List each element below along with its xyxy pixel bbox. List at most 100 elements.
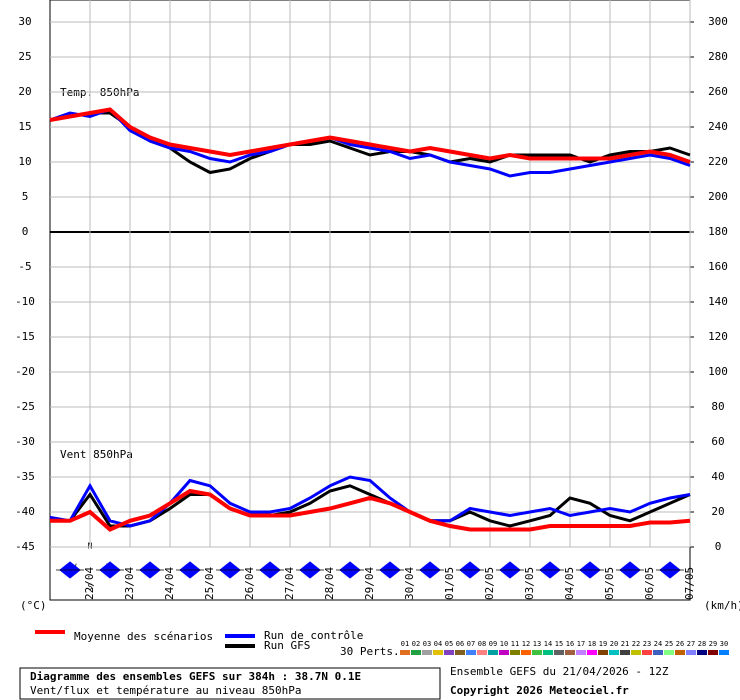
perturbation-swatch	[400, 650, 410, 655]
x-tick-label: 29/04	[363, 567, 376, 600]
perturbation-swatch	[664, 650, 674, 655]
perturbation-label: 04	[434, 640, 442, 648]
perturbation-swatch	[686, 650, 696, 655]
run-info: Ensemble GEFS du 21/04/2026 - 12Z	[450, 665, 669, 678]
perturbation-swatch	[521, 650, 531, 655]
perturbation-label: 08	[478, 640, 486, 648]
y2-tick-label: 0	[715, 540, 722, 553]
perturbation-swatch	[609, 650, 619, 655]
perturbation-label: 18	[588, 640, 596, 648]
perturbation-label: 12	[522, 640, 530, 648]
perturbation-label: 27	[687, 640, 695, 648]
y2-tick-label: 140	[708, 295, 728, 308]
y-tick-label: 15	[18, 120, 31, 133]
y-unit: (°C)	[20, 599, 47, 612]
perturbation-label: 13	[533, 640, 541, 648]
perturbation-swatch	[620, 650, 630, 655]
perturbation-label: 23	[643, 640, 651, 648]
y2-tick-label: 220	[708, 155, 728, 168]
perturbation-swatch	[565, 650, 575, 655]
y-tick-label: 0	[22, 225, 29, 238]
perturbation-swatch	[411, 650, 421, 655]
perturbation-swatch	[576, 650, 586, 655]
perturbation-swatch	[631, 650, 641, 655]
x-tick-label: 26/04	[243, 567, 256, 600]
perturbation-swatch	[455, 650, 465, 655]
y2-tick-label: 60	[711, 435, 724, 448]
perturbation-swatch	[477, 650, 487, 655]
perturbation-swatch	[444, 650, 454, 655]
wind-label: Vent 850hPa	[60, 448, 133, 461]
perturbation-swatch	[697, 650, 707, 655]
y-tick-label: -10	[15, 295, 35, 308]
y-tick-label: 5	[22, 190, 29, 203]
perturbations-label: 30 Perts.	[340, 645, 400, 658]
y2-tick-label: 240	[708, 120, 728, 133]
perturbation-swatch	[675, 650, 685, 655]
x-tick-label: 06/05	[643, 567, 656, 600]
x-tick-label: 02/05	[483, 567, 496, 600]
perturbation-label: 15	[555, 640, 563, 648]
series-line	[49, 107, 691, 164]
x-tick-label: 25/04	[203, 567, 216, 600]
perturbation-swatch	[422, 650, 432, 655]
y-tick-label: -40	[15, 505, 35, 518]
y-tick-label: -30	[15, 435, 35, 448]
y2-tick-label: 260	[708, 85, 728, 98]
y2-tick-label: 20	[711, 505, 724, 518]
x-tick-label: 03/05	[523, 567, 536, 600]
x-tick-label: 30/04	[403, 567, 416, 600]
perturbation-label: 28	[698, 640, 706, 648]
legend-label: Run GFS	[264, 639, 310, 652]
footer-box	[19, 667, 441, 700]
perturbation-label: 09	[489, 640, 497, 648]
perturbation-label: 01	[401, 640, 409, 648]
perturbation-label: 03	[423, 640, 431, 648]
perturbation-label: 22	[632, 640, 640, 648]
y-tick-label: -25	[15, 400, 35, 413]
perturbation-label: 14	[544, 640, 552, 648]
perturbation-label: 21	[621, 640, 629, 648]
perturbation-swatch	[510, 650, 520, 655]
y-tick-label: 10	[18, 155, 31, 168]
y-tick-label: -45	[15, 540, 35, 553]
perturbation-swatch	[719, 650, 729, 655]
perturbation-label: 26	[676, 640, 684, 648]
x-tick-label: 05/05	[603, 567, 616, 600]
x-tick-label: 28/04	[323, 567, 336, 600]
x-tick-label: 04/05	[563, 567, 576, 600]
legend-label: Moyenne des scénarios	[74, 630, 213, 643]
perturbation-swatch	[499, 650, 509, 655]
perturbation-swatch	[598, 650, 608, 655]
series-line	[49, 475, 691, 528]
perturbation-label: 29	[709, 640, 717, 648]
y-tick-label: -35	[15, 470, 35, 483]
perturbation-label: 10	[500, 640, 508, 648]
y-tick-label: 30	[18, 15, 31, 28]
perturbation-label: 30	[720, 640, 728, 648]
y2-tick-label: 120	[708, 330, 728, 343]
perturbation-swatch	[642, 650, 652, 655]
series-line	[50, 488, 691, 532]
perturbation-label: 25	[665, 640, 673, 648]
perturbation-swatch	[554, 650, 564, 655]
perturbation-label: 17	[577, 640, 585, 648]
footer-title: Diagramme des ensembles GEFS sur 384h : …	[30, 670, 361, 683]
perturbation-label: 19	[599, 640, 607, 648]
y-tick-label: -5	[18, 260, 31, 273]
perturbation-label: 24	[654, 640, 662, 648]
legend-label: Run de contrôle	[264, 629, 363, 642]
y2-tick-label: 40	[711, 470, 724, 483]
perturbation-swatch	[587, 650, 597, 655]
y2-tick-label: 160	[708, 260, 728, 273]
y2-tick-label: 100	[708, 365, 728, 378]
x-tick-label: 07/05	[683, 567, 696, 600]
x-tick-label: 22/04	[83, 567, 96, 600]
x-tick-label: 24/04	[163, 567, 176, 600]
perturbation-swatch	[466, 650, 476, 655]
perturbation-label: 02	[412, 640, 420, 648]
y2-unit: (km/h)	[704, 599, 740, 612]
x-tick-label: 23/04	[123, 567, 136, 600]
perturbation-swatch	[532, 650, 542, 655]
